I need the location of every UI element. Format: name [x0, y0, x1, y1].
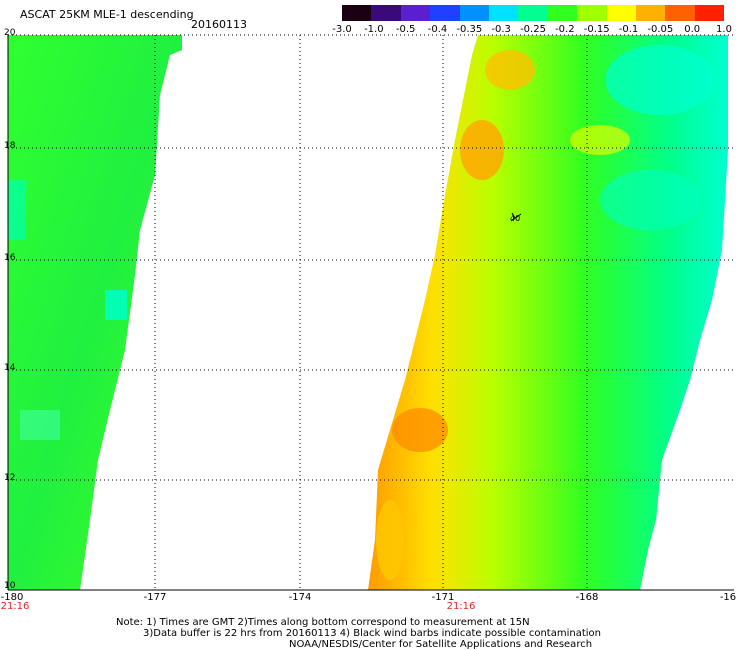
- lat-grid: [8, 34, 734, 481]
- lat-label: 20: [4, 28, 16, 38]
- lat-label: 10: [4, 581, 16, 591]
- colorbar-label: 0.0: [684, 24, 701, 35]
- west-swath-cyan-patch: [20, 410, 60, 440]
- lat-label: 14: [4, 363, 16, 373]
- time-label: 21:16: [0, 601, 30, 612]
- west-swath-cyan-patch: [8, 180, 26, 240]
- note-line-3: NOAA/NESDIS/Center for Satellite Applica…: [289, 639, 593, 650]
- lon-label: -180: [0, 592, 24, 603]
- colorbar-segment: [577, 5, 607, 21]
- colorbar-segment: [665, 5, 695, 21]
- colorbar-segment: [400, 5, 431, 21]
- colorbar-label: -0.25: [520, 24, 546, 35]
- lon-label: -177: [143, 592, 167, 603]
- colorbar-label: -0.4: [427, 24, 448, 35]
- east-swath-orange-spot: [485, 50, 535, 90]
- east-swath-orange-spot: [392, 408, 448, 452]
- colorbar-segment: [371, 5, 401, 21]
- colorbar-label: -0.1: [618, 24, 639, 35]
- east-swath-cyan-spot: [605, 45, 715, 115]
- colorbar: [342, 5, 725, 21]
- east-swath-cyan-spot: [600, 170, 700, 230]
- wind-barb-icon: [510, 212, 522, 222]
- east-swath-orange-spot: [376, 500, 404, 580]
- time-label: 21:16: [446, 601, 476, 612]
- colorbar-segment: [694, 5, 725, 21]
- colorbar-label: -3.0: [332, 24, 352, 35]
- colorbar-segment: [635, 5, 666, 21]
- east-swath: [368, 35, 728, 590]
- chart-date: 20160113: [191, 18, 247, 31]
- lon-label: -174: [288, 592, 312, 603]
- chart-title: ASCAT 25KM MLE-1 descending: [20, 8, 194, 21]
- colorbar-segment: [518, 5, 548, 21]
- colorbar-segment: [606, 5, 636, 21]
- east-swath-yellow-spot: [570, 125, 630, 155]
- colorbar-label: -0.5: [395, 24, 416, 35]
- wind-barb-label: 40: [510, 214, 521, 223]
- note-line-1: Note: 1) Times are GMT 2)Times along bot…: [116, 617, 530, 628]
- lon-grid: [154, 35, 588, 590]
- colorbar-label: -0.2: [555, 24, 575, 35]
- colorbar-segment: [488, 5, 519, 21]
- colorbar-label: -1.0: [364, 24, 384, 35]
- lat-label: 18: [4, 141, 16, 151]
- west-swath-cyan-patch: [105, 290, 127, 320]
- colorbar-segment: [459, 5, 489, 21]
- east-swath-orange-spot: [460, 120, 504, 180]
- colorbar-segment: [342, 5, 372, 21]
- lon-label: -168: [575, 592, 599, 603]
- colorbar-segment: [430, 5, 460, 21]
- colorbar-label: -0.3: [491, 24, 511, 35]
- lat-label: 12: [4, 473, 16, 483]
- colorbar-label: -0.35: [456, 24, 483, 35]
- west-swath: [8, 35, 182, 590]
- lon-label: -171: [431, 592, 455, 603]
- colorbar-label: -0.05: [647, 24, 674, 35]
- note-line-2: 3)Data buffer is 22 hrs from 20160113 4)…: [143, 628, 601, 639]
- lon-label: -16: [719, 592, 737, 603]
- colorbar-label: -0.15: [583, 24, 610, 35]
- colorbar-label: 1.0: [716, 24, 732, 35]
- colorbar-segment: [547, 5, 578, 21]
- lat-label: 16: [4, 253, 16, 263]
